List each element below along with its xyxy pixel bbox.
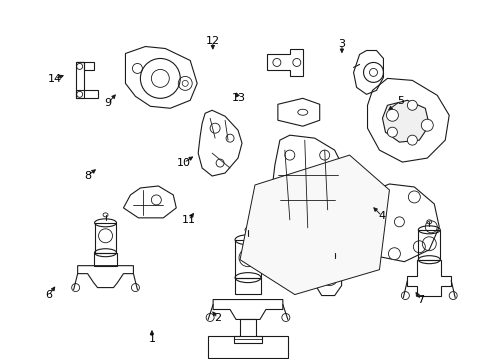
Text: 7: 7 (416, 295, 424, 305)
Text: 5: 5 (396, 96, 403, 106)
Text: 9: 9 (104, 98, 111, 108)
Polygon shape (382, 100, 428, 142)
Text: 11: 11 (181, 215, 195, 225)
Text: 2: 2 (214, 313, 221, 323)
Circle shape (407, 191, 420, 203)
Circle shape (365, 231, 377, 243)
Text: 10: 10 (176, 158, 190, 168)
Text: 1: 1 (148, 333, 155, 343)
Bar (208, 336, 287, 358)
Bar (94, 223, 116, 253)
Circle shape (412, 241, 425, 253)
Circle shape (407, 135, 416, 145)
Bar (235, 240, 261, 278)
Circle shape (373, 196, 385, 208)
Text: 3: 3 (338, 40, 345, 49)
Circle shape (421, 119, 432, 131)
Circle shape (425, 221, 436, 233)
Circle shape (387, 248, 400, 260)
Circle shape (407, 100, 416, 110)
Circle shape (386, 109, 398, 121)
Text: 12: 12 (205, 36, 220, 46)
Text: 13: 13 (231, 93, 245, 103)
Text: 6: 6 (45, 291, 52, 301)
Circle shape (386, 127, 397, 137)
Text: 14: 14 (47, 74, 61, 84)
Bar (417, 230, 439, 260)
Text: 8: 8 (84, 171, 91, 181)
Polygon shape (240, 155, 388, 294)
Text: 4: 4 (378, 211, 385, 221)
